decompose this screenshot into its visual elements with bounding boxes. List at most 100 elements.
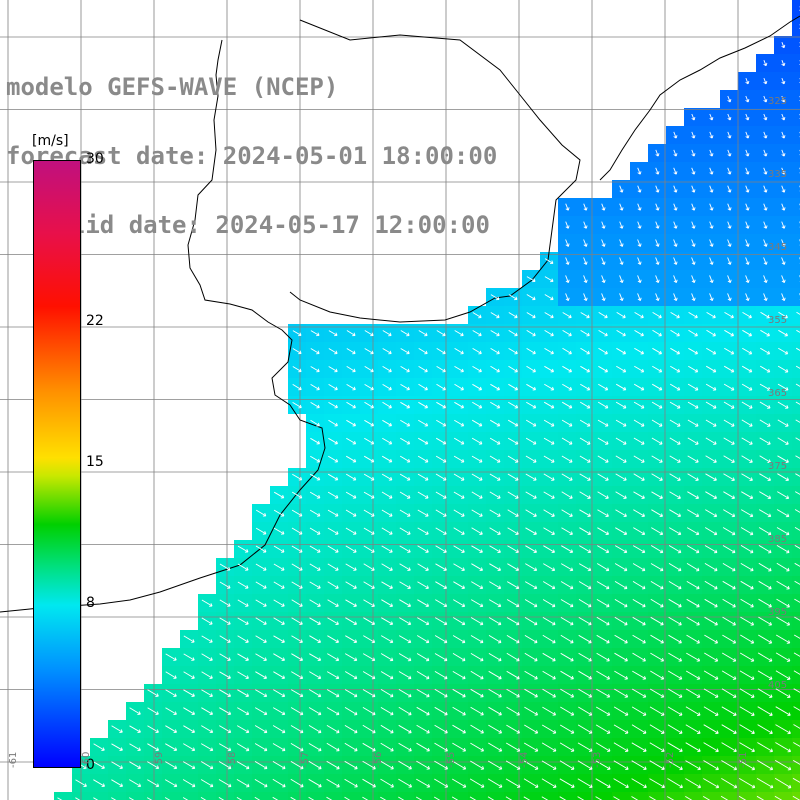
wind-arrow (487, 778, 503, 788)
wind-arrow (345, 545, 357, 553)
wind-arrow (745, 149, 750, 157)
wind-arrow (578, 599, 592, 608)
wind-arrow (561, 455, 573, 463)
wind-arrow (633, 419, 645, 427)
wind-arrow (416, 742, 430, 752)
wind-arrow (309, 545, 321, 553)
wind-arrow (579, 545, 592, 554)
wind-arrow (580, 347, 590, 355)
wind-arrow (793, 670, 800, 675)
wind-arrow (792, 760, 800, 765)
wind-arrow (561, 419, 573, 427)
wind-arrow (597, 401, 609, 409)
wind-arrow (619, 239, 624, 247)
wind-arrow (345, 473, 357, 481)
wind-arrow (128, 797, 135, 800)
wind-arrow (673, 185, 678, 193)
wind-arrow (399, 509, 411, 517)
wind-arrow (382, 384, 392, 391)
wind-arrow (489, 545, 501, 553)
wind-arrow (631, 796, 639, 800)
wind-cell (630, 792, 648, 800)
wind-arrow (560, 706, 575, 716)
wind-arrow (111, 761, 123, 770)
wind-arrow (398, 689, 412, 698)
wind-arrow (633, 509, 646, 518)
wind-arrow (686, 563, 700, 572)
wind-arrow (703, 706, 719, 716)
wind-cell (288, 792, 306, 800)
wind-arrow (763, 113, 768, 121)
wind-arrow (310, 330, 320, 337)
wind-arrow (327, 653, 340, 662)
wind-arrow (505, 796, 513, 800)
wind-arrow (308, 707, 322, 716)
wind-arrow (201, 635, 213, 643)
wind-arrow (613, 796, 621, 800)
wind-arrow (633, 437, 645, 445)
wind-arrow (668, 598, 682, 608)
wind-arrow (309, 653, 322, 662)
wind-cell (198, 792, 216, 800)
wind-arrow (794, 580, 800, 585)
wind-arrow (745, 185, 750, 193)
wind-arrow (523, 778, 539, 788)
wind-arrow (756, 795, 765, 800)
wind-arrow (541, 796, 549, 800)
wind-arrow (741, 491, 754, 500)
wind-arrow (472, 366, 482, 373)
wind-arrow (691, 113, 696, 121)
wind-arrow (436, 383, 446, 391)
wind-arrow (745, 113, 750, 121)
longitude-label: -51 (738, 751, 749, 768)
wind-arrow (745, 275, 750, 283)
wind-arrow (597, 491, 609, 499)
wind-arrow (362, 760, 376, 770)
wind-arrow (200, 779, 214, 788)
colorbar-tick: 30 (86, 151, 104, 167)
wind-arrow (327, 599, 339, 607)
wind-arrow (724, 329, 735, 337)
wind-arrow (597, 509, 609, 517)
wind-cell (792, 756, 800, 774)
wind-arrow (691, 257, 696, 265)
wind-cell (216, 792, 234, 800)
wind-arrow (434, 706, 448, 716)
wind-arrow (722, 634, 737, 644)
wind-arrow (667, 778, 683, 789)
wind-arrow (345, 527, 357, 535)
wind-arrow (488, 635, 502, 644)
wind-arrow (544, 294, 554, 301)
wind-cell (396, 792, 414, 800)
wind-arrow (218, 797, 225, 800)
wind-arrow (524, 688, 538, 698)
wind-arrow (669, 383, 681, 391)
wind-cell (162, 792, 180, 800)
wind-arrow (651, 527, 664, 536)
wind-arrow (398, 724, 412, 734)
wind-arrow (686, 616, 700, 626)
wind-arrow (777, 419, 789, 427)
wind-arrow (739, 652, 755, 662)
wind-arrow (652, 347, 663, 355)
wind-arrow (435, 455, 447, 463)
wind-arrow (488, 670, 502, 680)
wind-arrow (543, 473, 555, 481)
wind-arrow (418, 348, 428, 355)
wind-arrow (704, 634, 719, 644)
wind-arrow (345, 599, 357, 607)
wind-arrow (309, 527, 321, 535)
wind-arrow (795, 365, 800, 369)
wind-arrow (469, 796, 477, 800)
wind-arrow (237, 599, 249, 607)
wind-arrow (596, 616, 610, 626)
wind-arrow (183, 743, 196, 752)
wind-cell (792, 108, 800, 126)
wind-arrow (291, 491, 303, 499)
wind-cell (792, 180, 800, 198)
wind-arrow (703, 760, 719, 771)
wind-arrow (721, 706, 737, 716)
wind-arrow (583, 293, 588, 301)
wind-arrow (346, 366, 356, 373)
wind-arrow (183, 689, 195, 697)
